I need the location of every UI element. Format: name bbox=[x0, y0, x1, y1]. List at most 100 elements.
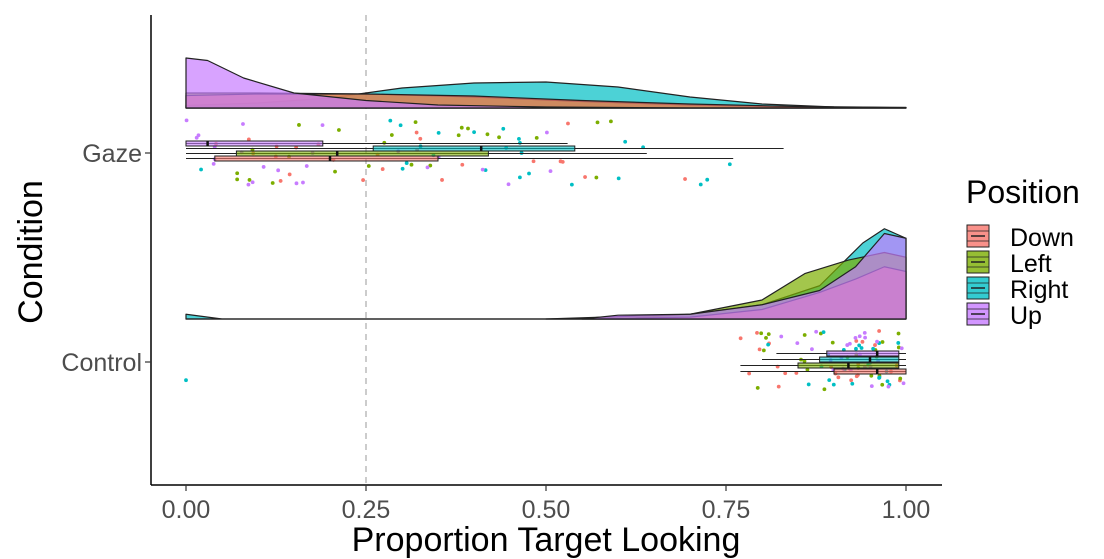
data-point-gaze-up bbox=[250, 180, 255, 185]
data-point-control-left bbox=[802, 359, 807, 364]
density-gaze-up bbox=[185, 57, 907, 109]
data-point-gaze-up bbox=[246, 182, 251, 187]
data-point-gaze-up bbox=[184, 118, 189, 123]
data-point-control-up bbox=[869, 384, 874, 389]
data-point-gaze-right bbox=[199, 167, 203, 172]
data-point-gaze-left bbox=[389, 133, 394, 137]
data-point-control-down bbox=[849, 378, 854, 383]
data-point-gaze-left bbox=[497, 135, 501, 140]
data-point-gaze-down bbox=[531, 159, 536, 164]
data-point-control-up bbox=[810, 347, 814, 352]
data-point-gaze-right bbox=[398, 123, 403, 128]
data-point-gaze-down bbox=[287, 172, 292, 177]
data-point-gaze-right bbox=[472, 130, 476, 135]
boxplot-gaze-left bbox=[186, 150, 647, 157]
data-point-control-down bbox=[794, 371, 799, 375]
legend-entry-left: Left bbox=[966, 250, 1052, 278]
y-tick-label: Gaze bbox=[82, 140, 142, 168]
data-point-gaze-up bbox=[241, 122, 245, 126]
box bbox=[185, 140, 324, 147]
data-point-gaze-up bbox=[425, 165, 430, 170]
data-point-gaze-up bbox=[301, 180, 305, 185]
data-point-control-right bbox=[184, 378, 188, 383]
data-point-gaze-down bbox=[414, 130, 419, 135]
data-point-gaze-left bbox=[609, 119, 613, 124]
box bbox=[235, 150, 489, 157]
data-point-control-down bbox=[755, 330, 759, 335]
data-point-control-left bbox=[898, 376, 903, 381]
legend-entry-right: Right bbox=[966, 276, 1068, 304]
data-point-gaze-right bbox=[501, 126, 506, 131]
data-point-gaze-left bbox=[428, 163, 433, 168]
box bbox=[833, 368, 907, 375]
data-point-gaze-left bbox=[270, 181, 275, 185]
data-point-control-left bbox=[802, 333, 807, 337]
data-point-control-right bbox=[885, 379, 890, 384]
box bbox=[819, 356, 900, 363]
box bbox=[214, 155, 439, 162]
data-point-control-left bbox=[896, 345, 901, 350]
box bbox=[826, 350, 900, 357]
data-point-gaze-right bbox=[404, 161, 409, 165]
data-point-gaze-right bbox=[705, 177, 710, 182]
data-point-gaze-down bbox=[418, 136, 423, 141]
legend-title: Position bbox=[966, 174, 1080, 210]
data-point-gaze-left bbox=[413, 120, 418, 125]
data-point-gaze-up bbox=[548, 169, 553, 174]
data-point-gaze-up bbox=[196, 133, 201, 138]
data-point-control-right bbox=[831, 382, 836, 387]
data-point-control-right bbox=[806, 382, 811, 387]
data-point-control-right bbox=[850, 381, 855, 386]
y-tick-label: Control bbox=[61, 349, 142, 377]
data-point-gaze-left bbox=[297, 123, 301, 127]
density-control-up bbox=[185, 232, 907, 320]
x-tick-label: 1.00 bbox=[882, 496, 931, 524]
data-point-gaze-down bbox=[460, 162, 465, 167]
data-point-control-down bbox=[757, 347, 762, 352]
data-point-gaze-right bbox=[518, 140, 522, 145]
data-point-gaze-right bbox=[400, 166, 405, 171]
data-point-gaze-up bbox=[320, 123, 325, 128]
data-point-control-up bbox=[875, 339, 879, 344]
data-point-control-left bbox=[830, 340, 835, 345]
data-point-gaze-left bbox=[456, 133, 461, 138]
x-axis-title: Proportion Target Looking bbox=[352, 521, 741, 559]
data-point-control-left bbox=[761, 348, 766, 353]
data-point-gaze-down bbox=[566, 121, 570, 126]
data-point-gaze-up bbox=[294, 181, 299, 186]
data-point-control-up bbox=[863, 335, 867, 340]
data-point-control-up bbox=[886, 384, 891, 389]
data-point-gaze-up bbox=[261, 165, 266, 169]
data-point-control-left bbox=[896, 331, 901, 336]
data-point-control-left bbox=[880, 340, 885, 344]
boxplot-gaze-up bbox=[185, 140, 568, 147]
data-point-gaze-left bbox=[247, 178, 252, 182]
data-point-control-right bbox=[857, 343, 862, 348]
data-point-gaze-up bbox=[276, 168, 281, 173]
data-point-gaze-right bbox=[517, 137, 521, 141]
data-point-gaze-left bbox=[594, 175, 599, 180]
data-point-control-right bbox=[766, 342, 771, 347]
data-point-gaze-left bbox=[485, 132, 490, 137]
legend-entry-down: Down bbox=[966, 224, 1074, 252]
data-point-gaze-left bbox=[409, 162, 414, 167]
data-point-gaze-right bbox=[519, 151, 524, 155]
data-point-gaze-up bbox=[480, 167, 485, 172]
data-point-control-right bbox=[896, 341, 901, 345]
x-tick-label: 0.00 bbox=[162, 496, 211, 524]
box bbox=[372, 145, 576, 152]
data-point-control-up bbox=[862, 330, 867, 335]
boxplot-control-right bbox=[762, 356, 906, 363]
data-point-control-left bbox=[880, 382, 885, 387]
data-point-control-down bbox=[860, 339, 865, 344]
data-point-control-left bbox=[764, 335, 768, 340]
data-point-gaze-left bbox=[235, 171, 240, 176]
data-point-control-up bbox=[853, 336, 858, 340]
data-point-control-down bbox=[873, 343, 877, 347]
data-point-control-up bbox=[847, 341, 852, 346]
data-point-control-left bbox=[755, 386, 760, 390]
data-point-gaze-right bbox=[727, 162, 732, 167]
data-point-gaze-down bbox=[361, 178, 365, 182]
data-point-control-right bbox=[827, 378, 832, 383]
